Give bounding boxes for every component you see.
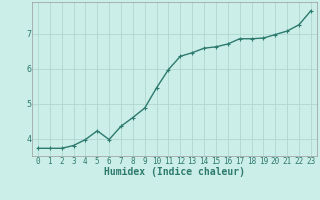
- X-axis label: Humidex (Indice chaleur): Humidex (Indice chaleur): [104, 167, 245, 177]
